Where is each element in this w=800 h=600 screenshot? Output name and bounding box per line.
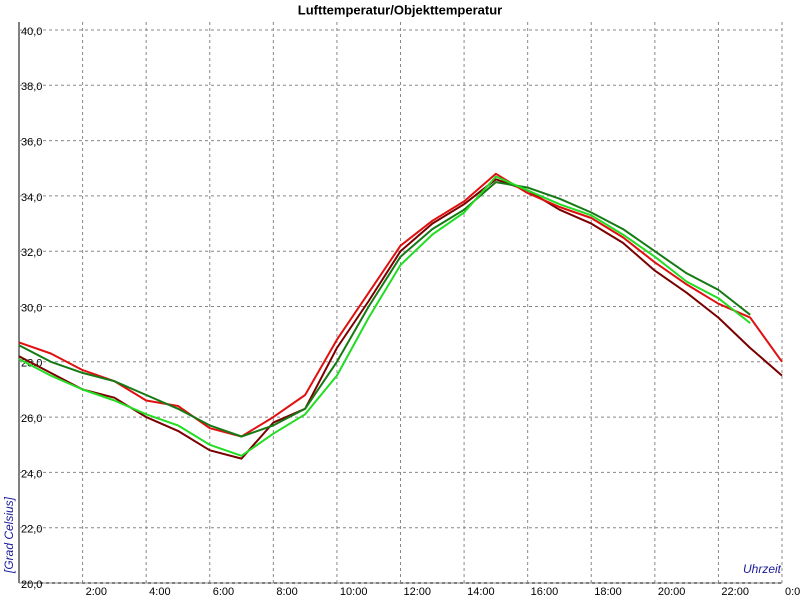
y-tick-label: 20,0: [21, 579, 42, 591]
y-tick-label: 32,0: [21, 247, 42, 259]
y-axis-label: [Grad Celsius]: [2, 496, 16, 574]
series-line: [18, 181, 751, 438]
series-line: [18, 175, 751, 457]
x-tick-label: 22:00: [721, 586, 749, 598]
x-tick-label: 16:00: [531, 586, 559, 598]
y-tick-label: 38,0: [21, 81, 42, 93]
x-tick-label: 10:00: [340, 586, 368, 598]
x-tick-label: 18:00: [594, 586, 622, 598]
y-tick-label: 30,0: [21, 302, 42, 314]
x-tick-label: 12:00: [404, 586, 432, 598]
x-axis-label: Uhrzeit: [743, 562, 782, 576]
x-tick-label: 0:00: [785, 586, 800, 598]
y-tick-label: 40,0: [21, 26, 42, 38]
series-line: [18, 178, 783, 460]
x-tick-label: 6:00: [213, 586, 234, 598]
y-tick-label: 26,0: [21, 413, 42, 425]
y-tick-label: 22,0: [21, 524, 42, 536]
x-tick-label: 20:00: [658, 586, 686, 598]
x-tick-label: 14:00: [467, 586, 495, 598]
y-tick-label: 24,0: [21, 468, 42, 480]
series-line: [18, 172, 783, 438]
x-tick-label: 4:00: [149, 586, 170, 598]
x-tick-label: 2:00: [86, 586, 107, 598]
x-tick-label: 8:00: [276, 586, 297, 598]
y-tick-label: 36,0: [21, 137, 42, 149]
chart-title: Lufttemperatur/Objekttemperatur: [298, 2, 502, 17]
y-tick-label: 34,0: [21, 192, 42, 204]
